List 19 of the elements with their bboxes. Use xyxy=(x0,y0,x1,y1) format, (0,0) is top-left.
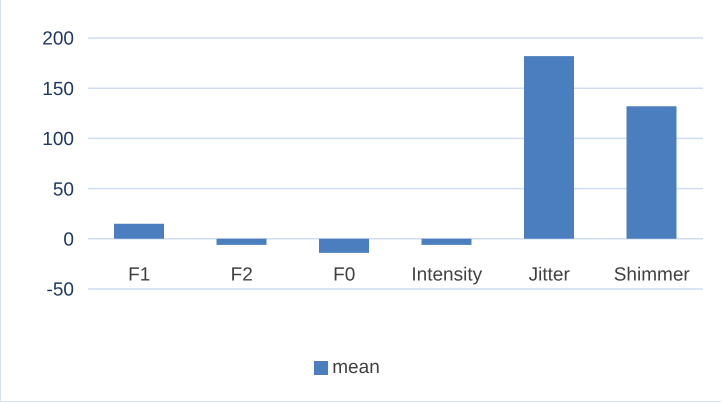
bar xyxy=(524,56,574,239)
bar xyxy=(626,106,676,239)
y-tick-label: 50 xyxy=(52,179,74,200)
x-tick-label: Shimmer xyxy=(614,264,690,286)
legend-label: mean xyxy=(332,357,380,378)
bar xyxy=(422,238,472,245)
x-tick-label: Jitter xyxy=(528,264,570,286)
y-tick-label: 150 xyxy=(42,78,74,100)
y-tick-label: 0 xyxy=(63,230,74,251)
x-tick-label: F0 xyxy=(333,264,356,286)
y-tick-label: -50 xyxy=(46,280,74,301)
x-tick-label: F1 xyxy=(128,264,150,286)
bar xyxy=(114,224,164,239)
y-tick-label: 200 xyxy=(42,28,74,50)
x-tick-label: F2 xyxy=(230,264,253,286)
x-tick-label: Intensity xyxy=(411,264,483,286)
y-tick-label: 100 xyxy=(42,129,74,150)
bar xyxy=(319,238,369,253)
bar xyxy=(216,238,266,245)
